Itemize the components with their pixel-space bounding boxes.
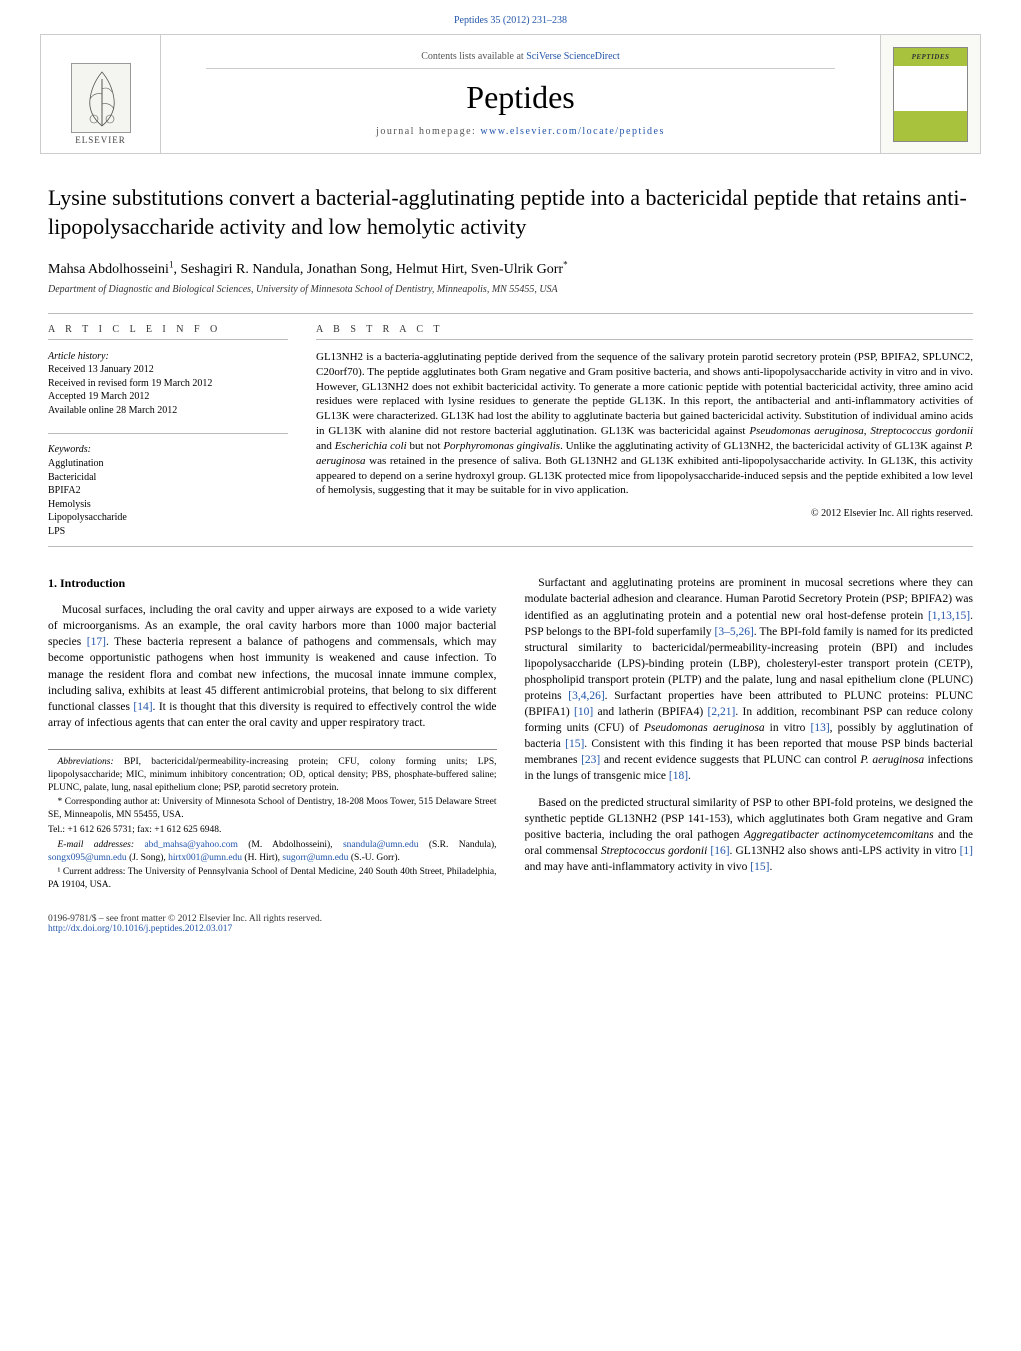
- cover-bottom: [894, 111, 967, 141]
- ref-link[interactable]: [17]: [87, 636, 106, 648]
- ref-link[interactable]: [3,4,26]: [568, 690, 604, 702]
- keyword-item: Lipopolysaccharide: [48, 511, 288, 525]
- abstract-column: A B S T R A C T GL13NH2 is a bacteria-ag…: [316, 324, 973, 539]
- intro-heading: 1. Introduction: [48, 575, 497, 592]
- history-received: Received 13 January 2012: [48, 363, 288, 377]
- journal-banner: ELSEVIER Contents lists available at Sci…: [40, 34, 981, 154]
- footer-bar: 0196-9781/$ – see front matter © 2012 El…: [48, 914, 973, 934]
- banner-left: ELSEVIER: [41, 35, 161, 153]
- email-link[interactable]: snandula@umn.edu: [343, 840, 419, 850]
- ref-link[interactable]: [15]: [750, 861, 769, 873]
- para-3: Based on the predicted structural simila…: [525, 795, 974, 875]
- history-revised: Received in revised form 19 March 2012: [48, 377, 288, 391]
- divider: [48, 433, 288, 434]
- footnote-telfax: Tel.: +1 612 626 5731; fax: +1 612 625 6…: [48, 824, 497, 837]
- email-link[interactable]: abd_mahsa@yahoo.com: [144, 840, 237, 850]
- footnote-current-address: ¹ Current address: The University of Pen…: [48, 866, 497, 892]
- cover-title: PEPTIDES: [894, 48, 967, 66]
- para-1: Mucosal surfaces, including the oral cav…: [48, 602, 497, 731]
- divider: [316, 339, 973, 340]
- cover-thumbnail: PEPTIDES: [893, 47, 968, 142]
- info-abstract-row: A R T I C L E I N F O Article history: R…: [48, 324, 973, 539]
- para-2: Surfactant and agglutinating proteins ar…: [525, 575, 974, 784]
- banner-right: PEPTIDES: [880, 35, 980, 153]
- homepage-link[interactable]: www.elsevier.com/locate/peptides: [480, 126, 665, 137]
- divider: [48, 339, 288, 340]
- article-info-label: A R T I C L E I N F O: [48, 324, 288, 335]
- footnotes: Abbreviations: BPI, bactericidal/permeab…: [48, 749, 497, 892]
- keyword-item: BPIFA2: [48, 484, 288, 498]
- abstract-text: GL13NH2 is a bacteria-agglutinating pept…: [316, 350, 973, 498]
- footnote-abbreviations: Abbreviations: BPI, bactericidal/permeab…: [48, 756, 497, 794]
- sciencedirect-link[interactable]: SciVerse ScienceDirect: [526, 51, 620, 62]
- ref-link[interactable]: [1,13,15]: [928, 610, 970, 622]
- footnote-emails: E-mail addresses: abd_mahsa@yahoo.com (M…: [48, 839, 497, 865]
- keyword-item: Agglutination: [48, 457, 288, 471]
- ref-link[interactable]: [13]: [811, 722, 830, 734]
- ref-link[interactable]: [16]: [710, 845, 729, 857]
- ref-link[interactable]: [10]: [574, 706, 593, 718]
- running-head-citation: 35 (2012) 231–238: [490, 15, 567, 26]
- elsevier-label: ELSEVIER: [75, 135, 126, 145]
- article-title: Lysine substitutions convert a bacterial…: [48, 184, 973, 241]
- homepage-prefix: journal homepage:: [376, 126, 480, 137]
- ref-link[interactable]: [23]: [581, 754, 600, 766]
- keyword-item: LPS: [48, 525, 288, 539]
- elsevier-logo: ELSEVIER: [71, 63, 131, 145]
- keywords-title: Keywords:: [48, 444, 288, 455]
- ref-link[interactable]: [15]: [565, 738, 584, 750]
- article-area: Lysine substitutions convert a bacterial…: [0, 184, 1021, 894]
- body-left-column: 1. Introduction Mucosal surfaces, includ…: [48, 575, 497, 894]
- cover-mid: [894, 66, 967, 111]
- article-history: Article history: Received 13 January 201…: [48, 350, 288, 418]
- divider: [48, 546, 973, 547]
- abstract-copyright: © 2012 Elsevier Inc. All rights reserved…: [316, 508, 973, 519]
- elsevier-tree-icon: [71, 63, 131, 133]
- journal-name: Peptides: [466, 79, 574, 116]
- running-head-journal-link[interactable]: Peptides: [454, 15, 488, 26]
- abstract-label: A B S T R A C T: [316, 324, 973, 335]
- ref-link[interactable]: [18]: [669, 770, 688, 782]
- email-link[interactable]: sugorr@umn.edu: [282, 853, 348, 863]
- ref-link[interactable]: [3–5,26]: [714, 626, 753, 638]
- body-right-column: Surfactant and agglutinating proteins ar…: [525, 575, 974, 894]
- keywords-list: AgglutinationBactericidalBPIFA2Hemolysis…: [48, 457, 288, 538]
- contents-line: Contents lists available at SciVerse Sci…: [206, 51, 835, 69]
- history-online: Available online 28 March 2012: [48, 404, 288, 418]
- affiliation: Department of Diagnostic and Biological …: [48, 284, 973, 295]
- body-columns: 1. Introduction Mucosal surfaces, includ…: [48, 575, 973, 894]
- article-info-column: A R T I C L E I N F O Article history: R…: [48, 324, 288, 539]
- issn-line: 0196-9781/$ – see front matter © 2012 El…: [48, 914, 973, 924]
- banner-center: Contents lists available at SciVerse Sci…: [161, 35, 880, 153]
- homepage-line: journal homepage: www.elsevier.com/locat…: [376, 126, 665, 137]
- footnote-corresponding: * Corresponding author at: University of…: [48, 796, 497, 822]
- doi-link[interactable]: http://dx.doi.org/10.1016/j.peptides.201…: [48, 924, 232, 934]
- running-head: Peptides 35 (2012) 231–238: [0, 0, 1021, 34]
- history-title: Article history:: [48, 350, 288, 364]
- authors: Mahsa Abdolhosseini1, Seshagiri R. Nandu…: [48, 259, 973, 278]
- keyword-item: Bactericidal: [48, 471, 288, 485]
- email-link[interactable]: hirtx001@umn.edu: [168, 853, 242, 863]
- author-list: Mahsa Abdolhosseini1, Seshagiri R. Nandu…: [48, 262, 568, 277]
- ref-link[interactable]: [2,21]: [708, 706, 736, 718]
- contents-prefix: Contents lists available at: [421, 51, 526, 62]
- divider: [48, 313, 973, 314]
- history-accepted: Accepted 19 March 2012: [48, 390, 288, 404]
- keyword-item: Hemolysis: [48, 498, 288, 512]
- ref-link[interactable]: [14]: [133, 701, 152, 713]
- ref-link[interactable]: [1]: [960, 845, 973, 857]
- email-link[interactable]: songx095@umn.edu: [48, 853, 127, 863]
